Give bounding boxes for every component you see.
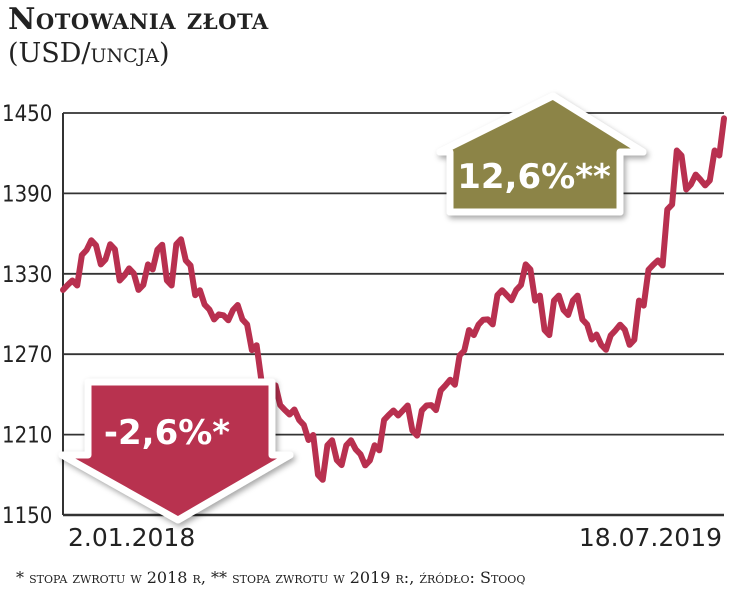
footnote: * stopa zwrotu w 2018 r, ** stopa zwrotu… <box>16 568 526 587</box>
callout-up-arrow: 12,6%** <box>436 92 647 216</box>
callout-up-label: 12,6%** <box>457 157 611 197</box>
x-tick-start: 2.01.2018 <box>68 523 195 552</box>
y-tick-label: 1270 <box>2 343 52 368</box>
y-tick-label: 1450 <box>2 102 52 127</box>
chart-subtitle: (USD/uncja) <box>8 38 170 69</box>
y-tick-label: 1150 <box>2 504 52 529</box>
y-tick-label: 1330 <box>2 263 52 288</box>
callout-down-label: -2,6%* <box>104 413 230 453</box>
y-tick-label: 1390 <box>2 182 52 207</box>
x-tick-end: 18.07.2019 <box>579 523 722 552</box>
callout-down-arrow: -2,6%* <box>58 378 294 524</box>
y-tick-label: 1210 <box>2 424 52 449</box>
series-line <box>60 115 727 483</box>
chart-title: Notowania złota <box>8 2 269 37</box>
